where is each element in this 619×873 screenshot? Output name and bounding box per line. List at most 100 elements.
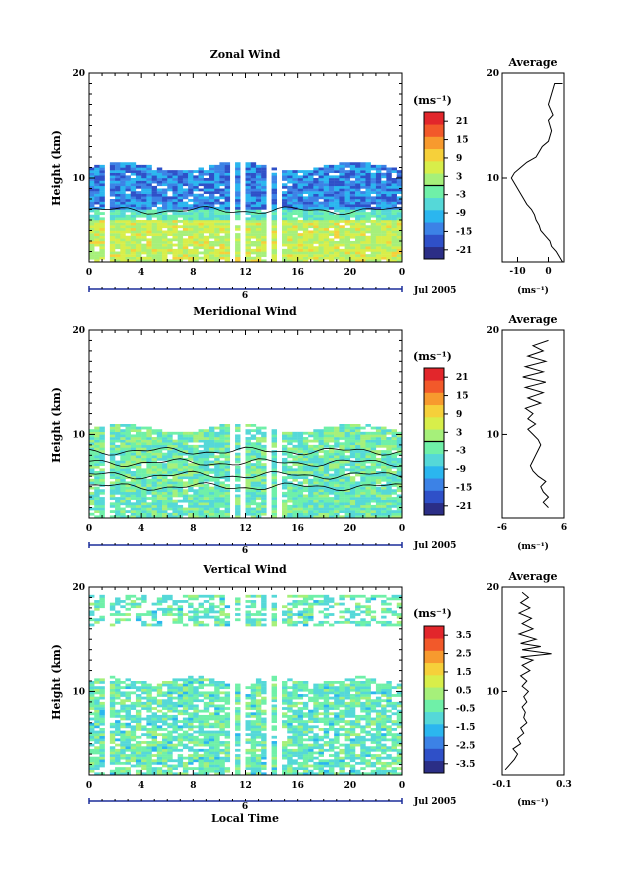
heatmap-cell [355, 444, 361, 448]
heatmap-cell [99, 502, 105, 506]
heatmap-cell [245, 246, 251, 250]
heatmap-cell [224, 510, 231, 513]
heatmap-cell [162, 507, 168, 511]
heatmap-cell [261, 426, 267, 430]
heatmap-cell [208, 751, 215, 755]
heatmap-cell [386, 248, 392, 252]
heatmap-cell [120, 170, 126, 173]
heatmap-cell [125, 185, 131, 189]
heatmap-cell [120, 497, 126, 500]
heatmap-cell [188, 510, 194, 513]
heatmap-cell [334, 233, 340, 236]
heatmap-cell [349, 248, 356, 252]
heatmap-cell [125, 691, 131, 695]
heatmap-cell [391, 180, 397, 184]
heatmap-cell [203, 468, 210, 472]
heatmap-cell [156, 600, 163, 603]
heatmap-cell [375, 196, 382, 200]
heatmap-cell [203, 170, 210, 173]
heatmap-cell [188, 694, 194, 697]
heatmap-cell [334, 191, 340, 194]
heatmap-cell [193, 610, 199, 614]
heatmap-cell [328, 222, 335, 226]
heatmap-cell [188, 227, 194, 231]
heatmap-cell [302, 494, 309, 498]
heatmap-cell [162, 238, 168, 242]
heatmap-cell [365, 206, 371, 210]
heatmap-cell [162, 220, 168, 223]
heatmap-cell [167, 709, 173, 713]
heatmap-cell [302, 204, 309, 208]
heatmap-cell [188, 618, 194, 622]
heatmap-cell [208, 597, 215, 601]
heatmap-cell [323, 185, 330, 189]
heatmap-cell [167, 170, 173, 173]
heatmap-cell [203, 694, 210, 697]
heatmap-cell [302, 254, 309, 257]
heatmap-cell [334, 164, 340, 168]
heatmap-cell [188, 615, 194, 619]
heatmap-cell [125, 730, 131, 734]
heatmap-cell [255, 473, 262, 477]
heatmap-cell [89, 610, 95, 614]
heatmap-cell [172, 696, 178, 700]
heatmap-cell [151, 460, 158, 464]
heatmap-cell [188, 478, 194, 482]
heatmap-cell [292, 201, 298, 205]
heatmap-cell [198, 235, 204, 239]
heatmap-cell [370, 442, 377, 446]
heatmap-cell [349, 209, 356, 213]
heatmap-cell [198, 227, 204, 231]
heatmap-cell [141, 204, 147, 208]
heatmap-cell [355, 212, 361, 215]
colorbar-swatch [424, 161, 444, 174]
heatmap-cell [94, 183, 100, 187]
heatmap-cell [130, 164, 137, 168]
heatmap-cell [177, 733, 184, 737]
heatmap-cell [391, 437, 397, 440]
heatmap-cell [282, 209, 288, 213]
heatmap-cell [318, 204, 324, 208]
heatmap-cell [94, 733, 100, 737]
heatmap-cell [203, 510, 210, 513]
heatmap-cell [172, 484, 178, 487]
colorbar-tick-label: 3 [456, 172, 462, 182]
heatmap-cell [302, 489, 309, 493]
heatmap-cell [214, 714, 220, 718]
heatmap-cell [271, 439, 277, 443]
heatmap-cell [162, 188, 168, 192]
heatmap-cell [203, 497, 210, 500]
heatmap-cell [255, 468, 262, 472]
heatmap-cell [271, 499, 277, 503]
heatmap-cell [250, 251, 257, 255]
heatmap-cell [219, 600, 225, 603]
heatmap-cell [235, 185, 241, 189]
heatmap-cell [313, 233, 319, 236]
heatmap-cell [130, 714, 137, 718]
heatmap-cell [381, 235, 387, 239]
heatmap-cell [235, 457, 241, 461]
heatmap-cell [313, 463, 319, 466]
heatmap-cell [214, 217, 220, 221]
heatmap-cell [360, 199, 366, 202]
heatmap-cell [344, 206, 351, 210]
heatmap-cell [109, 476, 116, 480]
heatmap-cell [308, 512, 314, 516]
heatmap-cell [146, 484, 152, 487]
heatmap-cell [261, 230, 267, 234]
heatmap-cell [302, 183, 309, 187]
heatmap-cell [167, 497, 173, 500]
heatmap-cell [245, 222, 251, 226]
heatmap-cell [146, 206, 152, 210]
heatmap-cell [313, 214, 319, 218]
heatmap-cell [323, 491, 330, 495]
heatmap-cell [188, 191, 194, 194]
heatmap-cell [250, 214, 257, 218]
heatmap-cell [313, 241, 319, 244]
heatmap-cell [167, 233, 173, 236]
heatmap-cell [125, 225, 131, 229]
heatmap-cell [255, 172, 262, 176]
heatmap-cell [141, 701, 147, 705]
heatmap-cell [135, 256, 142, 260]
heatmap-cell [313, 447, 319, 451]
